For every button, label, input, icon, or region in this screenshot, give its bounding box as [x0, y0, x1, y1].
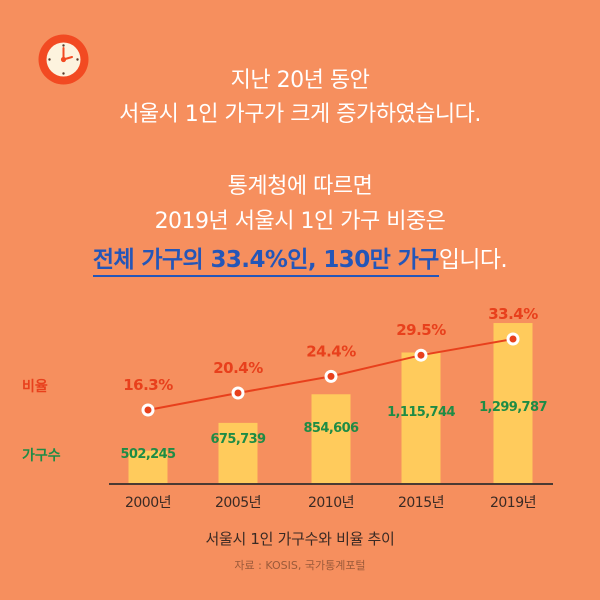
x-tick-label: 2019년: [490, 495, 536, 511]
highlight-tail: 입니다.: [438, 247, 508, 273]
ratio-label: 20.4%: [213, 359, 263, 377]
count-label: 502,245: [120, 447, 176, 462]
bar-2019년: [493, 323, 533, 483]
headline-line-2: 서울시 1인 가구가 크게 증가하였습니다.: [119, 102, 481, 127]
ratio-point: [144, 406, 152, 414]
x-tick-label: 2005년: [215, 495, 261, 511]
ratio-point: [509, 335, 517, 343]
headline-line-1: 지난 20년 동안: [230, 68, 370, 93]
x-tick-label: 2010년: [308, 495, 354, 511]
bar-2000년: [128, 450, 168, 483]
ratio-label: 16.3%: [123, 376, 173, 394]
x-tick-label: 2015년: [398, 495, 444, 511]
clock-icon: [38, 34, 89, 85]
count-label: 1,299,787: [479, 400, 547, 415]
chart-source: 자료 : KOSIS, 국가통계포털: [234, 559, 366, 572]
bar-2015년: [401, 352, 441, 483]
row-label-count: 가구수: [22, 448, 61, 464]
bar-2005년: [218, 422, 258, 483]
count-label: 854,606: [303, 421, 359, 436]
bar-2010년: [311, 394, 351, 483]
count-label: 675,739: [210, 432, 266, 447]
chart-title: 서울시 1인 가구수와 비율 추이: [205, 530, 395, 548]
ratio-label: 24.4%: [306, 342, 356, 360]
x-tick-label: 2000년: [125, 495, 171, 511]
highlight-text: 전체 가구의 33.4%인, 130만 가구: [92, 247, 439, 277]
count-label: 1,115,744: [387, 405, 455, 420]
ratio-point: [234, 389, 242, 397]
row-label-ratio: 비율: [22, 379, 48, 395]
headline-line-4: 2019년 서울시 1인 가구 비중은: [154, 209, 446, 234]
ratio-label: 33.4%: [488, 305, 538, 323]
ratio-point: [417, 351, 425, 359]
ratio-point: [327, 372, 335, 380]
headline-highlight-line: 전체 가구의 33.4%인, 130만 가구입니다.: [0, 240, 600, 277]
ratio-label: 29.5%: [396, 321, 446, 339]
headline-line-3: 통계청에 따르면: [227, 174, 373, 199]
